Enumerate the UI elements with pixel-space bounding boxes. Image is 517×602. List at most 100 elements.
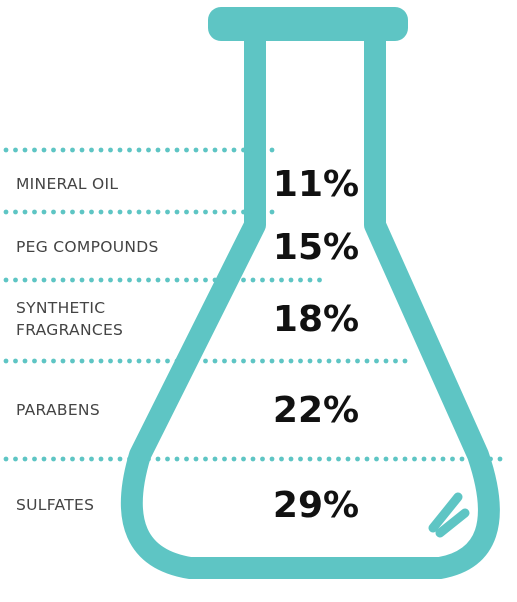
category-labels: MINERAL OIL PEG COMPOUNDS SYNTHETIC FRAGRAN…	[16, 175, 159, 514]
separator-dot	[326, 358, 332, 364]
separator-dot	[79, 358, 85, 364]
separator-dot	[184, 358, 189, 364]
separator-dot	[231, 358, 237, 364]
separator-dot	[60, 147, 66, 153]
separator-dot	[165, 147, 170, 153]
separator-dot	[146, 277, 151, 283]
separator-dot	[260, 358, 265, 364]
category-label: SULFATES	[16, 496, 94, 514]
separator-dot	[203, 277, 208, 283]
flask-glare-long	[428, 492, 463, 533]
separator-dot	[288, 358, 294, 364]
separator-dot	[317, 277, 322, 283]
separator-dot	[393, 358, 398, 364]
value-labels: 11% 15% 18% 22% 29%	[273, 164, 359, 526]
separator-dot	[41, 209, 47, 215]
separator-dot	[32, 209, 37, 215]
separator-dot	[146, 456, 151, 462]
separator-dot	[355, 456, 360, 462]
separator-dot	[41, 147, 47, 153]
separator-dot	[279, 358, 284, 364]
separator-dot	[98, 209, 104, 215]
separator-dot	[307, 277, 313, 283]
separator-dot	[212, 456, 218, 462]
flask-neck-rim	[208, 7, 408, 41]
separator-dot	[279, 277, 284, 283]
separator-dot	[222, 147, 227, 153]
separator-dot	[108, 147, 113, 153]
separator-dot	[165, 277, 170, 283]
separator-dot	[193, 358, 199, 364]
flask-body	[120, 22, 500, 579]
separator-dot	[32, 456, 37, 462]
separator-dot	[193, 277, 199, 283]
separator-dot	[269, 456, 275, 462]
separator-dot	[193, 147, 199, 153]
separator-dot	[79, 209, 85, 215]
separator-dot	[174, 147, 180, 153]
separator-dot	[212, 209, 218, 215]
separator-dot	[374, 456, 379, 462]
separator-dot	[70, 147, 75, 153]
value-label: 29%	[273, 485, 359, 526]
category-label-line: PEG COMPOUNDS	[16, 238, 159, 256]
separator-dot	[212, 277, 218, 283]
separator-dot	[136, 277, 142, 283]
separator-dot	[212, 358, 218, 364]
separator-dot	[336, 456, 341, 462]
separator-dot	[32, 277, 37, 283]
separator-dot	[336, 358, 341, 364]
separator-dot	[241, 456, 246, 462]
separator-dot	[260, 277, 265, 283]
separator-dot	[345, 358, 351, 364]
separator-dot	[269, 358, 275, 364]
separator-dot	[51, 358, 56, 364]
separator-dot	[165, 358, 170, 364]
category-label: SYNTHETIC FRAGRANCES	[16, 299, 123, 339]
category-label: PARABENS	[16, 401, 100, 419]
separator-dot	[155, 147, 161, 153]
separator-dot	[440, 456, 446, 462]
separator-dot	[383, 358, 389, 364]
separator-dot	[450, 456, 455, 462]
separator-dot	[41, 456, 47, 462]
separator-dot	[98, 147, 104, 153]
separator-dot	[421, 456, 427, 462]
separator-dot	[288, 456, 294, 462]
separator-dot	[79, 456, 85, 462]
separator-dot	[146, 209, 151, 215]
separator-dot	[22, 358, 28, 364]
separator-dot	[383, 456, 389, 462]
separator-dot	[355, 358, 360, 364]
separator-dot	[250, 147, 256, 153]
separator-dot	[326, 456, 332, 462]
separator-dot	[98, 358, 104, 364]
separator-dot	[260, 209, 265, 215]
separator-dot	[364, 358, 370, 364]
separator-dot	[89, 456, 94, 462]
separator-dot	[174, 456, 180, 462]
separator-dot	[374, 358, 379, 364]
separator-dot	[203, 456, 208, 462]
separator-dot	[98, 277, 104, 283]
separator-dot	[345, 456, 351, 462]
separator-dot	[222, 358, 227, 364]
separator-dot	[298, 277, 303, 283]
separator-dot	[317, 456, 322, 462]
separator-dot	[231, 277, 237, 283]
separator-dot	[212, 147, 218, 153]
separator-dot	[108, 277, 113, 283]
separator-dot	[402, 456, 408, 462]
separator-dot	[298, 358, 303, 364]
separator-dot	[155, 358, 161, 364]
separator-dot	[250, 277, 256, 283]
separator-dot	[184, 147, 189, 153]
separator-dot	[70, 277, 75, 283]
separator-dot	[165, 209, 170, 215]
separator-dot	[70, 209, 75, 215]
separator-dot	[193, 209, 199, 215]
separator-dot	[203, 147, 208, 153]
separator-dot	[184, 209, 189, 215]
separator-dot	[60, 456, 66, 462]
